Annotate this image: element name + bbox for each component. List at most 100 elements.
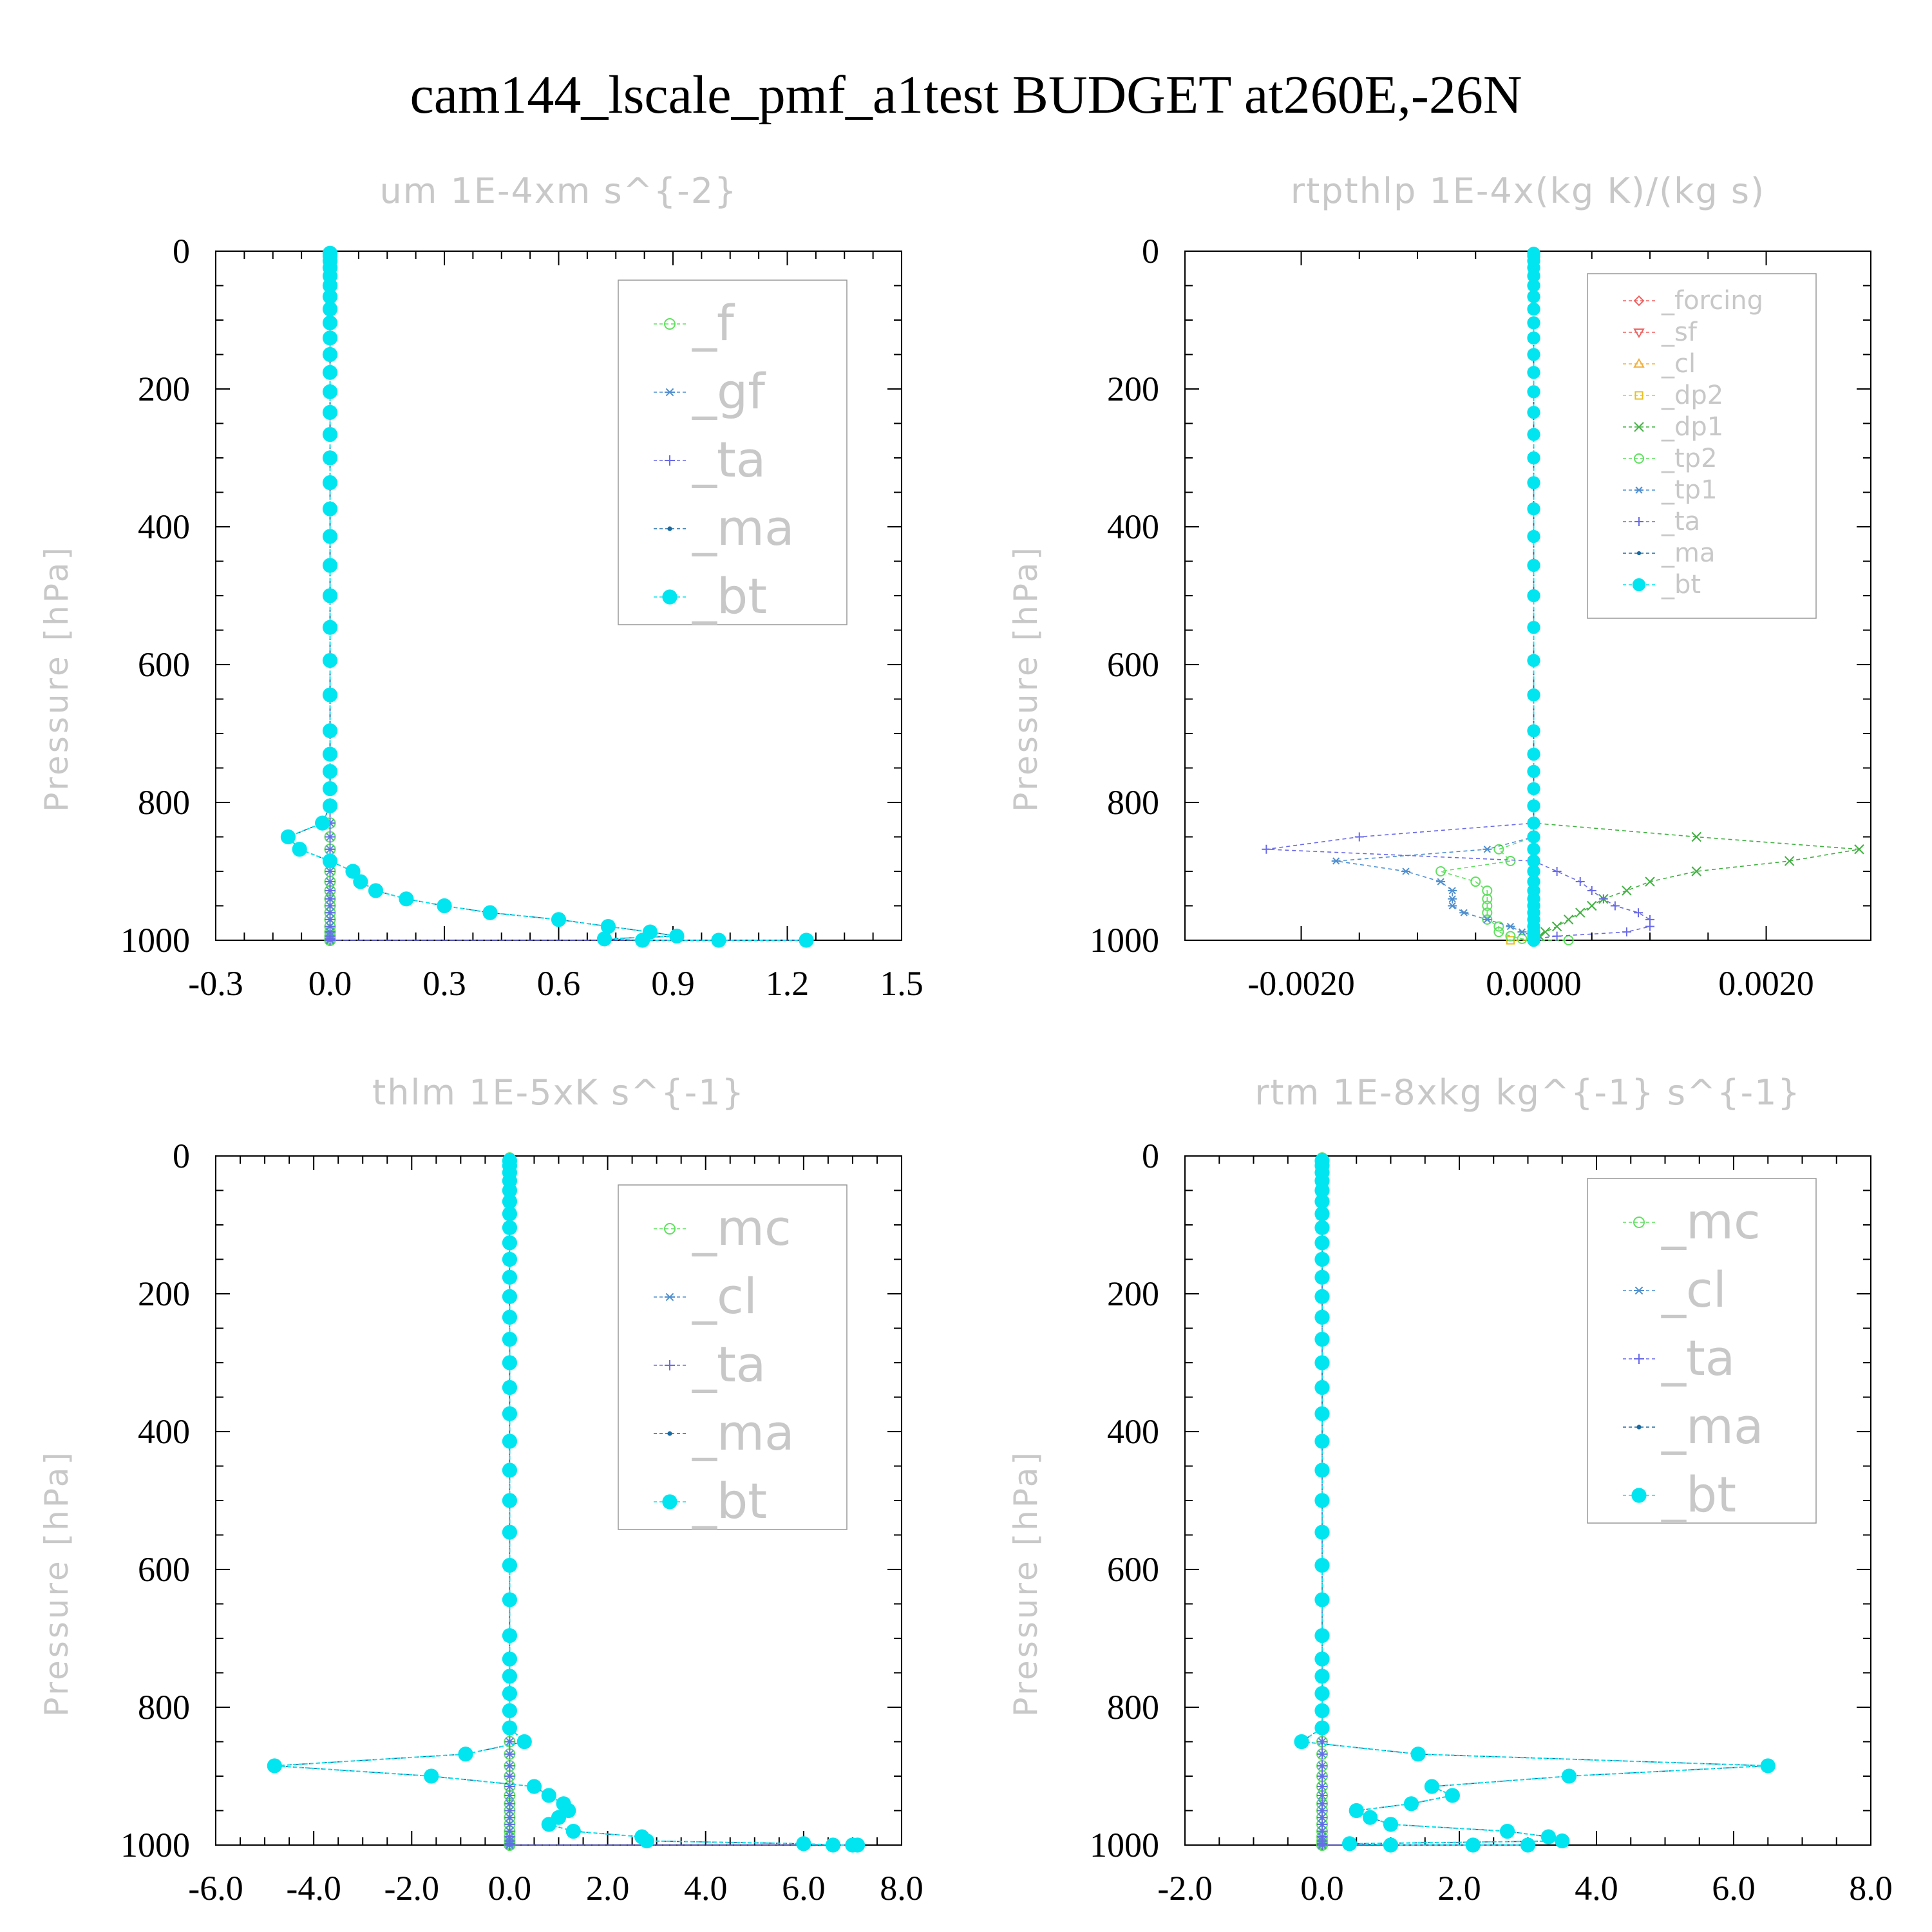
data-point bbox=[325, 844, 336, 855]
legend-marker bbox=[1634, 422, 1644, 432]
figure-title: cam144_lscale_pmf_a1test BUDGET at260E,-… bbox=[410, 65, 1522, 125]
legend-entry: _ta bbox=[654, 431, 766, 488]
legend-label: _tp1 bbox=[1661, 475, 1718, 505]
legend-entry: _cl bbox=[1623, 349, 1696, 379]
data-point bbox=[1314, 1434, 1330, 1449]
data-point bbox=[1575, 907, 1586, 918]
data-point bbox=[1527, 529, 1540, 544]
legend-label: _ta bbox=[1661, 1329, 1735, 1387]
series-line bbox=[1440, 253, 1569, 941]
data-point bbox=[1610, 901, 1620, 911]
legend-marker bbox=[1634, 391, 1643, 400]
data-point bbox=[502, 1651, 518, 1667]
data-point bbox=[1551, 921, 1562, 932]
data-point bbox=[1482, 885, 1493, 896]
data-point bbox=[280, 829, 296, 845]
data-point bbox=[322, 330, 338, 346]
data-point bbox=[458, 1747, 473, 1762]
legend-marker bbox=[1632, 578, 1646, 592]
data-point bbox=[825, 1837, 841, 1853]
legend-marker bbox=[662, 1494, 677, 1510]
data-point bbox=[1314, 1628, 1330, 1643]
data-point bbox=[1314, 1686, 1330, 1701]
data-point bbox=[1314, 1463, 1330, 1478]
data-point bbox=[502, 1524, 518, 1540]
legend-marker bbox=[1634, 1286, 1644, 1295]
y-tick-label: 200 bbox=[1107, 370, 1159, 408]
legend-marker bbox=[1633, 328, 1645, 338]
data-point bbox=[504, 1760, 515, 1771]
data-point bbox=[1645, 876, 1655, 887]
data-point bbox=[502, 1686, 518, 1701]
data-point bbox=[502, 1251, 518, 1267]
data-point bbox=[1317, 1840, 1327, 1850]
data-point bbox=[322, 301, 338, 317]
legend-label: _ta bbox=[692, 431, 766, 488]
legend-marker bbox=[1636, 1425, 1642, 1430]
data-point bbox=[1527, 366, 1540, 379]
legend-label: _bt bbox=[692, 567, 767, 625]
data-point bbox=[1354, 832, 1364, 842]
data-point bbox=[635, 933, 650, 948]
data-point bbox=[502, 1206, 518, 1222]
data-point bbox=[1383, 1817, 1399, 1832]
y-tick-label: 800 bbox=[1107, 1688, 1159, 1727]
data-point bbox=[1527, 875, 1540, 889]
data-point bbox=[325, 935, 336, 945]
data-point bbox=[1505, 855, 1516, 866]
legend-label: _forcing bbox=[1661, 286, 1763, 316]
x-tick-label: -4.0 bbox=[286, 1869, 341, 1908]
legend-label: _mc bbox=[692, 1199, 791, 1256]
data-point bbox=[322, 365, 338, 380]
legend-box bbox=[618, 1184, 848, 1530]
data-point bbox=[1527, 621, 1540, 634]
series-line bbox=[1336, 253, 1535, 940]
legend-label: _tp2 bbox=[1661, 444, 1718, 473]
data-point bbox=[849, 1837, 866, 1853]
panel-title: thlm 1E-5xK s^{-1} bbox=[372, 1072, 745, 1113]
data-point bbox=[1760, 1758, 1776, 1774]
data-point bbox=[1517, 928, 1527, 936]
data-point bbox=[322, 588, 338, 603]
legend-marker bbox=[665, 1360, 675, 1370]
legend-label: _ma bbox=[1661, 1397, 1764, 1455]
data-point bbox=[1444, 1788, 1460, 1803]
series-bt bbox=[1294, 1153, 1776, 1853]
data-point bbox=[322, 529, 338, 544]
data-point bbox=[1505, 931, 1516, 942]
legend-marker bbox=[665, 388, 675, 397]
data-point bbox=[504, 1840, 515, 1850]
chart-panel-1: um 1E-4xm s^{-2} Pressure [hPa] 0 200 400 600… bbox=[38, 171, 923, 1003]
x-tick-label: 0.0 bbox=[308, 964, 352, 1003]
data-point bbox=[1383, 1837, 1399, 1853]
data-point bbox=[1527, 589, 1540, 603]
x-tick-label: 0.0 bbox=[488, 1869, 532, 1908]
data-point bbox=[1314, 1251, 1330, 1267]
legend-entry: _bt bbox=[1623, 570, 1701, 600]
legend-marker bbox=[664, 1223, 676, 1235]
data-point bbox=[1314, 1592, 1330, 1607]
data-point bbox=[322, 558, 338, 573]
data-point bbox=[399, 891, 414, 907]
legend-marker bbox=[1633, 358, 1645, 368]
data-point bbox=[1459, 909, 1469, 916]
data-point bbox=[1482, 907, 1493, 918]
data-point bbox=[502, 1379, 518, 1396]
legend-entry: _mc bbox=[654, 1199, 791, 1256]
data-point bbox=[551, 912, 567, 927]
data-point bbox=[1294, 1734, 1309, 1750]
data-point bbox=[1314, 1493, 1330, 1508]
data-point bbox=[1527, 348, 1540, 361]
legend-entry: _ta bbox=[1623, 1329, 1735, 1387]
y-axis-label: Pressure [hPa] bbox=[1007, 545, 1045, 812]
data-point bbox=[1331, 857, 1341, 865]
x-tick-label: 8.0 bbox=[1849, 1869, 1893, 1908]
data-point bbox=[502, 1493, 518, 1508]
data-point bbox=[1506, 922, 1515, 931]
data-point bbox=[1527, 502, 1540, 516]
y-tick-label: 1000 bbox=[120, 921, 190, 960]
legend-label: _ta bbox=[1661, 507, 1700, 536]
data-point bbox=[502, 1628, 518, 1643]
data-point bbox=[1552, 867, 1562, 876]
data-point bbox=[502, 1703, 518, 1718]
